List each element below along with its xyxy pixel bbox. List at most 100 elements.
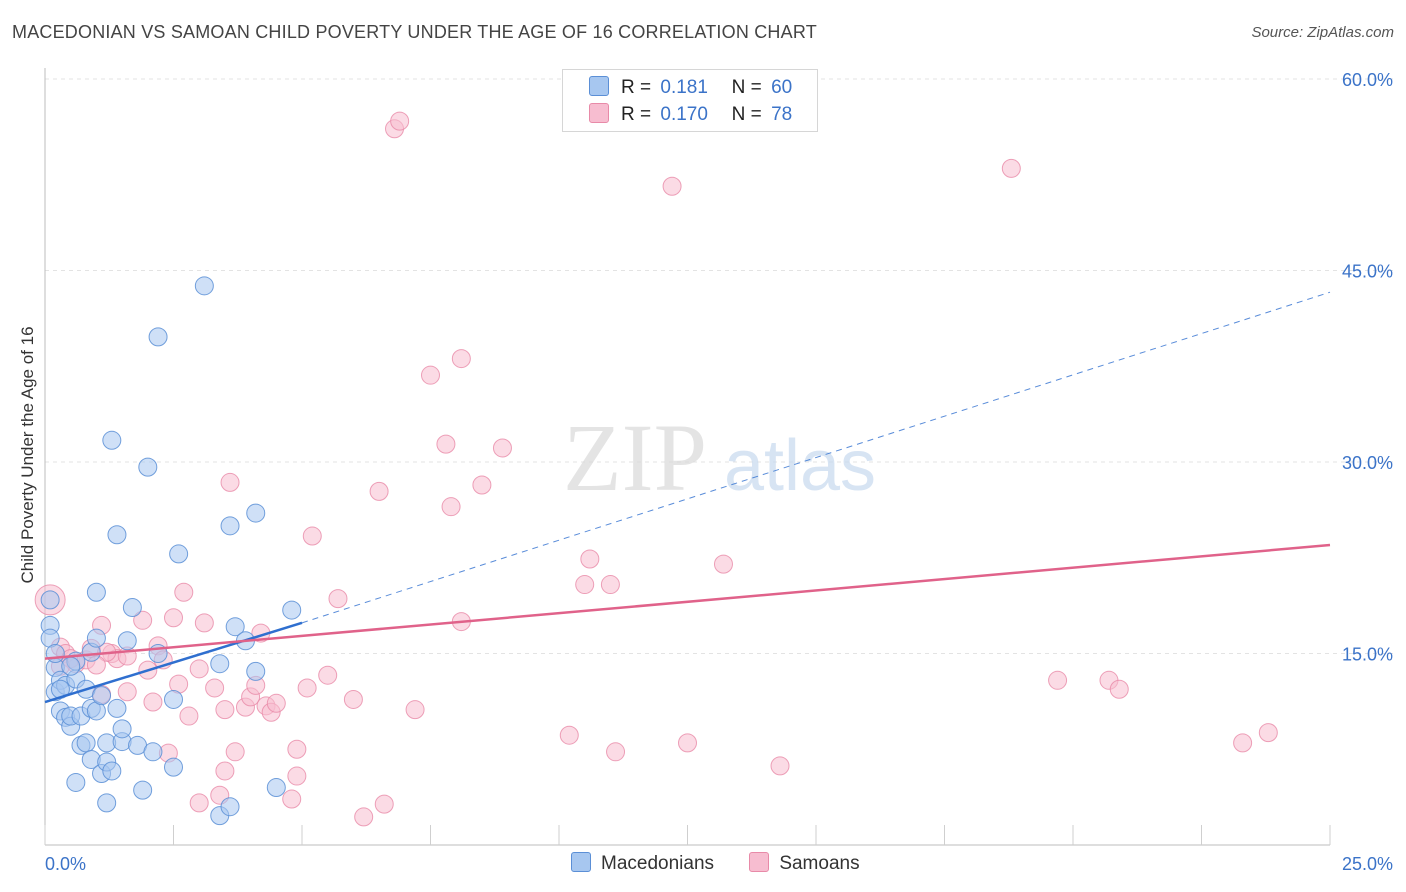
legend-n-value-macedonians: 60	[771, 77, 793, 98]
macedonians-point	[220, 797, 240, 817]
samoans-point	[713, 554, 733, 574]
samoans-point	[580, 549, 600, 569]
samoans-point	[297, 678, 317, 698]
x-tick-label: 0.0%	[45, 854, 86, 874]
samoans-point	[189, 659, 209, 679]
legend-swatch-samoans	[589, 103, 609, 123]
samoans-point	[164, 608, 183, 628]
samoans-point	[179, 706, 199, 726]
x-tick-label: 25.0%	[1342, 854, 1393, 874]
macedonians-point	[164, 757, 183, 777]
samoans-point	[1001, 158, 1021, 178]
samoans-point	[343, 689, 363, 709]
watermark: ZIP atlas	[563, 404, 876, 511]
source-label: Source: ZipAtlas.com	[1251, 24, 1394, 41]
series-legend: Macedonians Samoans	[571, 852, 890, 875]
samoans-point	[770, 756, 790, 776]
y-tick-label: 45.0%	[1342, 262, 1393, 282]
legend-r-value-samoans: 0.170	[660, 104, 708, 125]
samoans-point	[421, 365, 440, 385]
legend-n-value-samoans: 78	[771, 104, 793, 125]
samoans-point	[436, 434, 456, 454]
samoans-point	[606, 742, 626, 762]
macedonians-point	[169, 544, 189, 564]
samoans-point	[266, 693, 286, 713]
macedonians-point	[138, 457, 158, 477]
samoans-points	[34, 111, 1278, 827]
legend-r-label: R =	[621, 104, 652, 125]
samoans-point	[215, 761, 235, 781]
legend-swatch-macedonians	[571, 852, 591, 872]
macedonians-point	[40, 590, 60, 610]
samoans-point	[220, 472, 240, 492]
samoans-point	[143, 692, 163, 712]
legend-swatch-samoans	[749, 852, 770, 872]
samoans-point	[1109, 679, 1129, 699]
samoans-point	[194, 613, 214, 633]
chart-title: MACEDONIAN VS SAMOAN CHILD POVERTY UNDER…	[12, 22, 817, 42]
samoans-point	[133, 610, 153, 630]
macedonians-point	[102, 430, 122, 450]
legend-row-macedonians: R = 0.181 N = 60	[589, 76, 792, 100]
watermark-zip: ZIP	[563, 404, 707, 511]
macedonians-point	[282, 600, 302, 620]
watermark-atlas: atlas	[724, 426, 876, 506]
samoans-point	[575, 575, 595, 595]
samoans-point	[441, 497, 461, 517]
samoans-point	[451, 349, 471, 369]
legend-item-macedonians[interactable]: Macedonians	[571, 852, 714, 875]
samoans-point	[174, 582, 194, 602]
samoans-point	[205, 678, 225, 698]
samoans-point	[287, 766, 307, 786]
trend-lines	[44, 291, 1331, 704]
samoans-point	[225, 742, 245, 762]
samoans-point	[189, 793, 209, 813]
legend-label-samoans: Samoans	[779, 853, 860, 874]
macedonians-trend-line	[44, 621, 303, 704]
y-tick-label: 30.0%	[1342, 453, 1393, 473]
macedonians-point	[122, 598, 142, 618]
samoans-point	[318, 665, 338, 685]
tick-labels: 15.0% 30.0% 45.0% 60.0% 0.0% 25.0%	[45, 70, 1393, 874]
legend-r-value-macedonians: 0.181	[660, 77, 708, 98]
correlation-legend: R = 0.181 N = 60 R = 0.170 N = 78	[562, 69, 818, 132]
samoans-point	[302, 526, 322, 546]
macedonians-point	[107, 698, 127, 718]
samoans-point	[1258, 723, 1278, 743]
macedonians-point	[220, 516, 240, 536]
legend-row-samoans: R = 0.170 N = 78	[589, 103, 792, 127]
samoans-point	[1233, 733, 1253, 753]
legend-item-samoans[interactable]: Samoans	[749, 852, 860, 875]
macedonians-point	[117, 631, 137, 651]
samoans-point	[600, 575, 620, 595]
samoans-point	[1048, 670, 1068, 690]
samoans-point	[215, 700, 235, 720]
macedonians-point	[107, 525, 127, 545]
macedonians-points	[40, 276, 302, 826]
samoans-point	[662, 176, 682, 196]
samoans-point	[328, 589, 348, 609]
macedonians-point	[112, 719, 132, 739]
macedonians-point	[133, 780, 153, 800]
macedonians-point	[66, 772, 86, 792]
macedonians-point	[246, 503, 266, 523]
macedonians-point	[266, 778, 286, 798]
legend-swatch-macedonians	[589, 76, 609, 96]
samoans-point	[287, 739, 307, 759]
samoans-point	[559, 725, 579, 745]
legend-label-macedonians: Macedonians	[601, 853, 715, 874]
samoans-point	[405, 700, 425, 720]
legend-n-label: N =	[731, 77, 762, 98]
samoans-point	[374, 794, 394, 814]
y-tick-label: 15.0%	[1342, 645, 1393, 665]
macedonians-point	[102, 761, 122, 781]
macedonians-point	[86, 582, 106, 602]
macedonians-point	[164, 689, 183, 709]
samoans-trend-line	[44, 543, 1331, 660]
samoans-point	[282, 789, 302, 809]
macedonians-point	[92, 686, 112, 706]
samoans-point	[369, 481, 389, 501]
legend-n-label: N =	[731, 104, 762, 125]
macedonians-point	[76, 733, 96, 753]
